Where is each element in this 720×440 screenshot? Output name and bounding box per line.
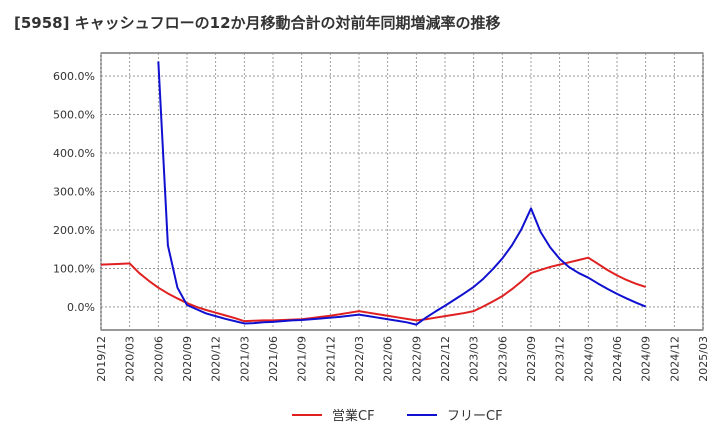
x-tick-label: 2024/03: [582, 336, 595, 382]
y-tick-label: 0.0%: [67, 301, 95, 314]
legend-label: 営業CF: [332, 408, 375, 424]
x-tick-label: 2022/12: [439, 336, 452, 382]
x-tick-label: 2021/06: [267, 336, 280, 382]
x-tick-label: 2023/12: [554, 336, 567, 382]
legend-label: フリーCF: [447, 409, 503, 424]
x-axis-tick-labels: 2019/12 2020/03 2020/06 2020/09 2020/12 2021/…: [95, 336, 710, 382]
x-tick-label: 2023/06: [496, 336, 509, 382]
x-tick-label: 2025/03: [697, 336, 710, 382]
chart-title: [5958] キャッシュフローの12か月移動合計の対前年同期増減率の推移: [14, 14, 501, 32]
y-tick-label: 200.0%: [53, 224, 95, 237]
x-tick-label: 2019/12: [95, 336, 108, 382]
y-axis-tick-labels: 0.0% 100.0% 200.0% 300.0% 400.0% 500.0% 600.0%: [53, 70, 95, 314]
y-tick-label: 300.0%: [53, 186, 95, 199]
x-tick-label: 2022/06: [382, 336, 395, 382]
x-tick-label: 2020/12: [210, 336, 223, 382]
legend: 営業CF フリーCF: [292, 408, 503, 424]
x-tick-label: 2020/09: [181, 336, 194, 382]
grid-lines: [100, 53, 704, 330]
x-tick-label: 2024/12: [668, 336, 681, 382]
y-tick-label: 600.0%: [53, 70, 95, 83]
x-tick-label: 2020/06: [152, 336, 165, 382]
x-tick-label: 2021/12: [324, 336, 337, 382]
x-tick-label: 2021/03: [238, 336, 251, 382]
series-line: [157, 61, 647, 326]
x-tick-label: 2021/09: [296, 336, 309, 382]
series-line: [100, 256, 646, 323]
x-tick-label: 2023/09: [525, 336, 538, 382]
y-tick-label: 100.0%: [53, 262, 95, 275]
y-tick-label: 500.0%: [53, 109, 95, 122]
x-tick-label: 2024/09: [640, 336, 653, 382]
y-tick-label: 400.0%: [53, 147, 95, 160]
series-lines: [100, 61, 647, 326]
x-tick-label: 2024/06: [611, 336, 624, 382]
x-tick-label: 2020/03: [124, 336, 137, 382]
x-tick-label: 2022/09: [410, 336, 423, 382]
x-tick-label: 2023/03: [468, 336, 481, 382]
x-tick-label: 2022/03: [353, 336, 366, 382]
